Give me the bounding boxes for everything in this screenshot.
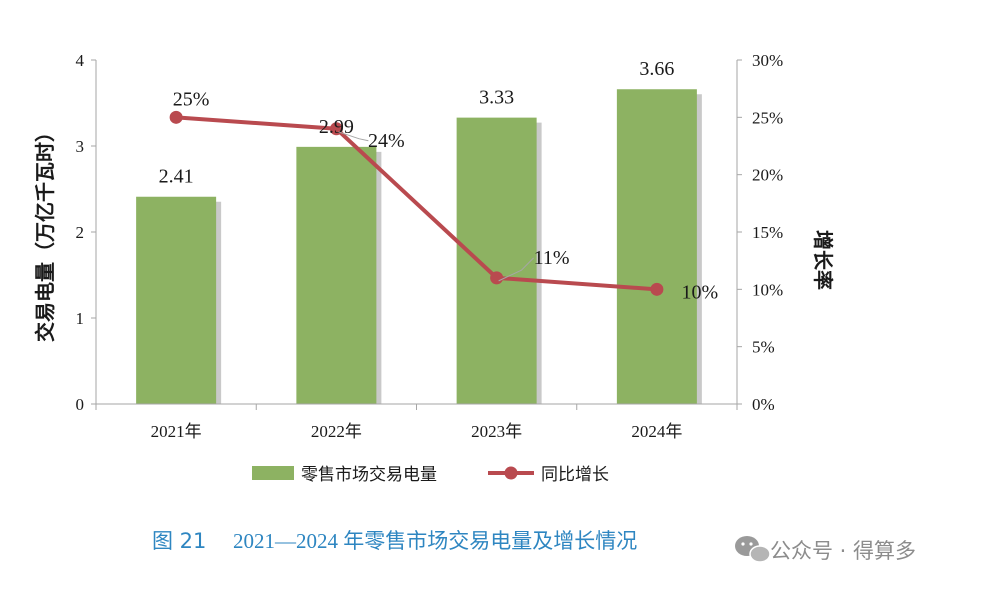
- bar-value-label: 3.33: [479, 87, 514, 109]
- axes-group: 0 1 2 3 4 0% 5% 10% 15% 20% 25% 30% 2021年 2022年 2023年 2…: [33, 51, 835, 441]
- growth-line-group: [169, 110, 664, 296]
- wechat-eye: [741, 542, 745, 546]
- growth-value-label: 10%: [682, 281, 719, 303]
- y2-tick-label: 25%: [752, 108, 783, 127]
- bar-2: [456, 117, 537, 405]
- x-tick-label: 2021年: [151, 422, 202, 441]
- watermark-text: 公众号 · 得算多: [770, 539, 916, 563]
- growth-point-2: [490, 271, 504, 285]
- legend-bar-label: 零售市场交易电量: [301, 465, 437, 485]
- x-tick-label: 2022年: [311, 422, 362, 441]
- legend-line-marker: [504, 466, 518, 480]
- y-tick-label: 0: [76, 395, 85, 414]
- wechat-eye: [749, 542, 753, 546]
- watermark: 公众号 · 得算多: [735, 536, 916, 563]
- y2-tick-label: 0%: [752, 395, 775, 414]
- growth-point-3: [650, 282, 664, 296]
- x-tick-label: 2024年: [631, 422, 682, 441]
- growth-line: [175, 115, 658, 292]
- bar-value-label: 2.99: [319, 116, 354, 138]
- legend-bar-swatch: [252, 466, 294, 480]
- bars-group: [136, 89, 697, 405]
- growth-value-label: 11%: [534, 247, 570, 269]
- wechat-bubble-small: [749, 545, 771, 563]
- bar-1: [296, 146, 377, 405]
- figure-number: 图 21: [152, 529, 206, 553]
- figure-caption-text: 2021—2024 年零售市场交易电量及增长情况: [233, 529, 637, 553]
- bar-value-label: 3.66: [639, 58, 674, 80]
- y2-tick-label: 30%: [752, 51, 783, 70]
- y-tick-label: 2: [76, 223, 85, 242]
- data-labels-group: 2.41 2.99 3.33 3.66 25% 24% 11% 10%: [159, 58, 719, 303]
- y2-tick-label: 15%: [752, 223, 783, 242]
- y2-tick-label: 10%: [752, 280, 783, 299]
- growth-value-label: 25%: [173, 88, 210, 110]
- growth-label-leader: [338, 131, 369, 142]
- growth-point-0: [169, 110, 183, 124]
- y2-tick-label: 20%: [752, 166, 783, 185]
- y-tick-label: 4: [76, 51, 85, 70]
- y-axis-title: 交易电量（万亿千瓦时）: [33, 122, 57, 342]
- y2-tick-label: 5%: [752, 338, 775, 357]
- growth-value-label: 24%: [368, 130, 405, 152]
- bar-0: [136, 196, 217, 404]
- legend: 零售市场交易电量 同比增长: [252, 465, 609, 485]
- legend-line-label: 同比增长: [541, 465, 609, 485]
- x-tick-label: 2023年: [471, 422, 522, 441]
- growth-label-leader: [498, 257, 534, 282]
- wechat-icon: [735, 536, 771, 563]
- figure-caption: 图 21 2021—2024 年零售市场交易电量及增长情况: [152, 529, 637, 553]
- y2-axis-title: 增长率: [811, 230, 835, 290]
- bar-value-label: 2.41: [159, 166, 194, 188]
- bar-3: [616, 89, 697, 405]
- y-tick-label: 1: [76, 309, 85, 328]
- y-tick-label: 3: [76, 137, 85, 156]
